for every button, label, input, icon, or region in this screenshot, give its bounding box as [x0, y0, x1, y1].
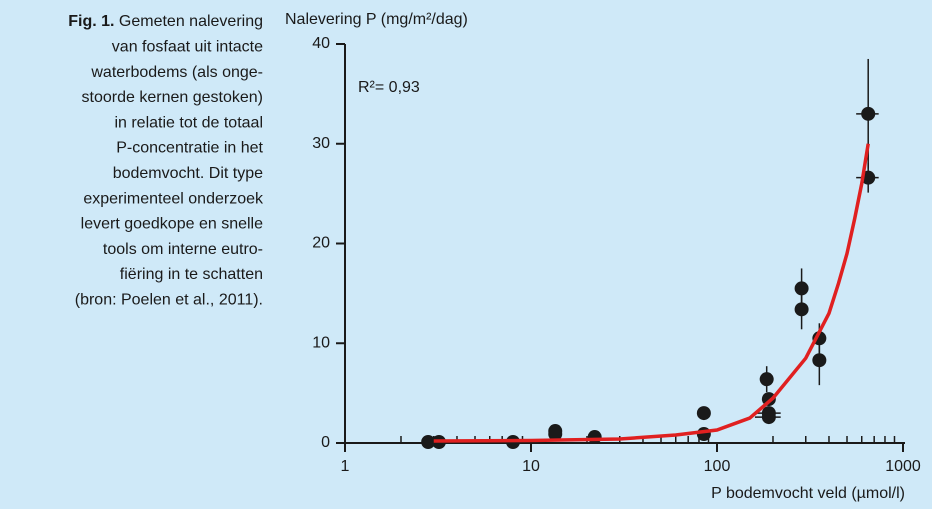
- caption-label: Fig. 1.: [68, 13, 114, 30]
- x-axis-title: P bodemvocht veld (µmol/l): [711, 485, 905, 502]
- y-tick-label: 40: [312, 35, 330, 52]
- caption-line: P-concentratie in het: [116, 140, 263, 157]
- point: [696, 406, 711, 421]
- point: [861, 106, 876, 121]
- y-tick-label: 10: [312, 334, 330, 351]
- caption-line: (bron: Poelen et al., 2011).: [75, 292, 263, 309]
- y-tick-label: 30: [312, 135, 330, 152]
- caption-line: levert goedkope en snelle: [81, 216, 263, 233]
- x-tick-label: 10: [522, 458, 540, 475]
- point: [548, 427, 563, 442]
- point: [761, 410, 776, 425]
- point: [794, 281, 809, 296]
- caption-line: stoorde kernen gestoken): [82, 89, 263, 106]
- caption-line: waterbodems (als onge-: [90, 64, 263, 81]
- y-tick-label: 0: [321, 434, 330, 451]
- point: [812, 353, 827, 368]
- caption-line: bodemvocht. Dit type: [113, 165, 263, 182]
- point: [696, 427, 711, 442]
- y-axis-title: Nalevering P (mg/m²/dag): [285, 11, 468, 28]
- fit-line: [433, 143, 870, 443]
- x-tick-label: 100: [704, 458, 731, 475]
- caption-line: van fosfaat uit intacte: [112, 39, 263, 56]
- caption-line: in relatie tot de totaal: [114, 114, 263, 131]
- point: [587, 430, 602, 445]
- caption-line: tools om interne eutro-: [103, 241, 263, 258]
- caption-line: experimenteel onderzoek: [83, 190, 264, 207]
- point: [759, 372, 774, 387]
- annotation: R²= 0,93: [358, 79, 420, 96]
- caption-line: Fig. 1. Gemeten nalevering: [68, 13, 263, 30]
- x-tick-label: 1: [341, 458, 350, 475]
- caption-line: fiëring in te schatten: [120, 266, 263, 283]
- caption-text: Gemeten nalevering: [119, 13, 263, 30]
- x-tick-label: 1000: [885, 458, 921, 475]
- point: [794, 302, 809, 317]
- point: [421, 435, 436, 450]
- y-tick-label: 20: [312, 235, 330, 252]
